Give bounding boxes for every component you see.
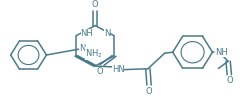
- Text: O: O: [146, 87, 152, 96]
- Text: NH$_2$: NH$_2$: [85, 47, 102, 60]
- Text: N: N: [79, 44, 85, 53]
- Text: O: O: [226, 76, 233, 85]
- Text: HN: HN: [112, 65, 124, 74]
- Text: NH: NH: [81, 29, 93, 38]
- Text: NH: NH: [215, 48, 228, 57]
- Text: O: O: [96, 67, 103, 76]
- Text: N: N: [104, 29, 111, 38]
- Text: O: O: [92, 0, 98, 9]
